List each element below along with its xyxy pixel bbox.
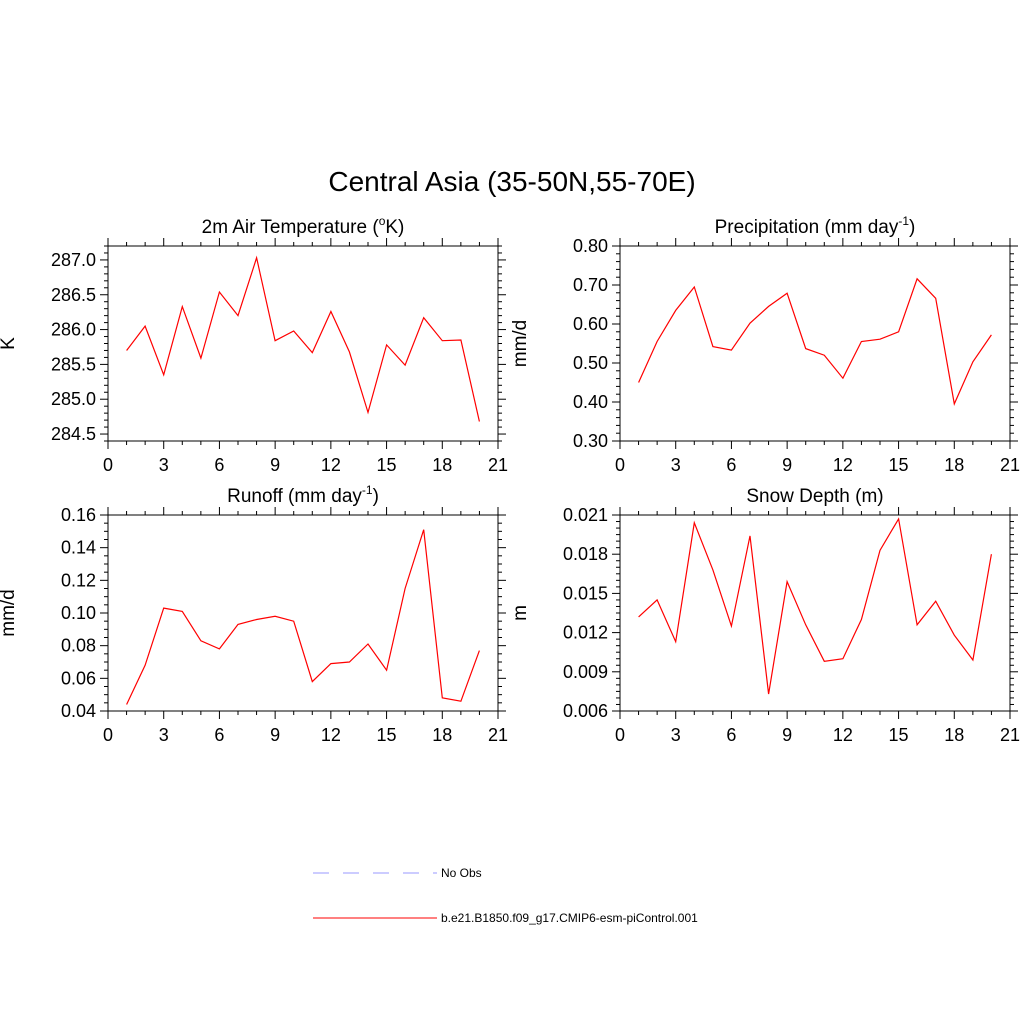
air-temperature-y-tick-label: 286.0	[51, 320, 96, 340]
air-temperature-x-tick-label: 15	[377, 455, 397, 475]
runoff-y-tick-label: 0.06	[61, 668, 96, 688]
snow-depth-series-line	[638, 517, 992, 695]
runoff-x-tick-label: 12	[321, 725, 341, 745]
precipitation-y-tick-label: 0.70	[573, 275, 608, 295]
runoff-y-tick-label: 0.04	[61, 701, 96, 721]
runoff-y-tick-label: 0.12	[61, 570, 96, 590]
legend: No Obs b.e21.B1850.f09_g17.CMIP6-esm-piC…	[313, 866, 698, 925]
air-temperature-y-axis-label: K	[0, 337, 19, 350]
panel-snow-depth: 0 3 6 9 12 15 18 21 0.006 0.009 0.012 0.015 0.018 0.0…	[510, 486, 1020, 745]
air-temperature-x-tick-label: 6	[214, 455, 224, 475]
air-temperature-panel-title: 2m Air Temperature (oK)	[202, 214, 405, 238]
precipitation-x-tick-label: 0	[615, 455, 625, 475]
air-temperature-x-tick-label: 0	[103, 455, 113, 475]
runoff-y-tick-label: 0.10	[61, 603, 96, 623]
panel-runoff: 0 3 6 9 12 15 18 21 0.04 0.06 0.08 0.10 0.12 0.14 0.16…	[0, 483, 508, 745]
precipitation-x-tick-label: 3	[671, 455, 681, 475]
snow-depth-y-tick-label: 0.009	[563, 662, 608, 682]
snow-depth-plot-frame	[619, 514, 1011, 712]
precipitation-plot-frame	[619, 245, 1011, 442]
air-temperature-x-tick-label: 3	[159, 455, 169, 475]
runoff-x-tick-label: 21	[488, 725, 508, 745]
snow-depth-y-axis-label: m	[510, 605, 531, 621]
snow-depth-y-tick-label: 0.006	[563, 701, 608, 721]
precipitation-series-line	[638, 277, 992, 406]
runoff-x-tick-label: 6	[214, 725, 224, 745]
precipitation-y-tick-label: 0.80	[573, 236, 608, 256]
air-temperature-y-tick-label: 285.0	[51, 389, 96, 409]
snow-depth-panel-title: Snow Depth (m)	[746, 486, 883, 507]
snow-depth-x-tick-label: 15	[889, 725, 909, 745]
precipitation-panel-title: Precipitation (mm day-1)	[715, 214, 916, 238]
runoff-x-tick-label: 15	[377, 725, 397, 745]
panel-air-temperature: 0 3 6 9 12 15 18 21 284.5 285.0 285.5 286.0 286.5 287…	[0, 214, 508, 475]
precipitation-y-tick-label: 0.30	[573, 431, 608, 451]
precipitation-x-tick-label: 21	[1000, 455, 1020, 475]
legend-label-no-obs: No Obs	[441, 866, 482, 880]
runoff-x-tick-label: 0	[103, 725, 113, 745]
snow-depth-x-tick-label: 3	[671, 725, 681, 745]
snow-depth-y-tick-label: 0.021	[563, 505, 608, 525]
precipitation-x-tick-label: 6	[726, 455, 736, 475]
air-temperature-x-tick-label: 9	[270, 455, 280, 475]
precipitation-y-axis-label: mm/d	[510, 320, 531, 368]
air-temperature-y-tick-label: 286.5	[51, 285, 96, 305]
snow-depth-x-tick-label: 18	[944, 725, 964, 745]
air-temperature-plot-frame	[107, 245, 499, 442]
precipitation-x-tick-label: 18	[944, 455, 964, 475]
snow-depth-y-tick-label: 0.018	[563, 544, 608, 564]
air-temperature-x-tick-label: 12	[321, 455, 341, 475]
snow-depth-x-tick-label: 9	[782, 725, 792, 745]
snow-depth-x-tick-label: 6	[726, 725, 736, 745]
figure-title: Central Asia (35-50N,55-70E)	[328, 166, 695, 197]
panel-precipitation: 0 3 6 9 12 15 18 21 0.30 0.40 0.50 0.60 0.70 0.80 mm/d…	[510, 214, 1020, 475]
runoff-y-tick-label: 0.08	[61, 636, 96, 656]
snow-depth-x-tick-label: 21	[1000, 725, 1020, 745]
precipitation-y-tick-label: 0.60	[573, 314, 608, 334]
precipitation-x-tick-label: 15	[889, 455, 909, 475]
runoff-y-axis-label: mm/d	[0, 589, 19, 637]
runoff-x-tick-label: 3	[159, 725, 169, 745]
snow-depth-x-tick-label: 0	[615, 725, 625, 745]
snow-depth-y-tick-label: 0.015	[563, 583, 608, 603]
runoff-panel-title: Runoff (mm day-1)	[227, 483, 379, 507]
snow-depth-x-tick-label: 12	[833, 725, 853, 745]
runoff-x-tick-label: 9	[270, 725, 280, 745]
air-temperature-x-tick-label: 18	[432, 455, 452, 475]
precipitation-x-tick-label: 9	[782, 455, 792, 475]
precipitation-y-tick-label: 0.40	[573, 392, 608, 412]
air-temperature-series-line	[126, 255, 480, 422]
air-temperature-y-tick-label: 287.0	[51, 250, 96, 270]
runoff-y-tick-label: 0.16	[61, 505, 96, 525]
runoff-series-line	[126, 529, 480, 705]
air-temperature-x-tick-label: 21	[488, 455, 508, 475]
runoff-y-tick-label: 0.14	[61, 538, 96, 558]
legend-label-model: b.e21.B1850.f09_g17.CMIP6-esm-piControl.…	[441, 911, 698, 925]
runoff-x-tick-label: 18	[432, 725, 452, 745]
precipitation-x-tick-label: 12	[833, 455, 853, 475]
snow-depth-y-tick-label: 0.012	[563, 623, 608, 643]
runoff-plot-frame	[107, 514, 499, 712]
precipitation-y-tick-label: 0.50	[573, 353, 608, 373]
air-temperature-y-tick-label: 285.5	[51, 354, 96, 374]
air-temperature-y-tick-label: 284.5	[51, 424, 96, 444]
